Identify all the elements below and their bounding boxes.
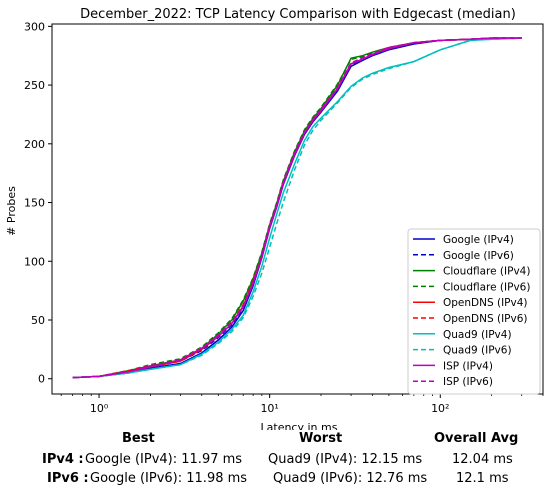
y-tick-label: 150 <box>24 197 45 210</box>
legend-label-cloudflare-ipv4: Cloudflare (IPv4) <box>443 266 530 278</box>
legend-label-isp-ipv6: ISP (IPv6) <box>443 376 493 388</box>
summary-table: Best Worst Overall Avg IPv4 : Google (IP… <box>0 430 555 496</box>
series-line-isp-ipv6 <box>72 37 522 379</box>
legend-label-google-ipv6: Google (IPv6) <box>443 250 514 262</box>
legend-label-opendns-ipv4: OpenDNS (IPv4) <box>443 297 528 309</box>
y-tick-label: 100 <box>24 255 45 268</box>
summary-row-ipv6-label: IPv6 : <box>47 471 89 486</box>
y-tick-label: 250 <box>24 79 45 92</box>
legend-label-isp-ipv4: ISP (IPv4) <box>443 360 493 372</box>
axes-layer: 0 50 100 150 200 250 300 10⁰ 10¹ 10² <box>24 20 544 415</box>
legend-label-google-ipv4: Google (IPv4) <box>443 234 514 246</box>
latency-chart: December_2022: TCP Latency Comparison wi… <box>5 7 544 430</box>
series-line-quad9-ipv6 <box>72 37 522 379</box>
summary-row-ipv6-best: Google (IPv6): 11.98 ms <box>90 471 248 486</box>
chart-title: December_2022: TCP Latency Comparison wi… <box>80 7 516 22</box>
legend-label-quad9-ipv4: Quad9 (IPv4) <box>443 329 512 341</box>
summary-row-ipv6-worst: Quad9 (IPv6): 12.76 ms <box>273 471 428 486</box>
x-axis-label: Latency in ms <box>261 421 338 430</box>
legend-label-opendns-ipv6: OpenDNS (IPv6) <box>443 313 528 325</box>
chart-legend: Google (IPv4) Google (IPv6) Cloudflare (IP… <box>407 228 541 395</box>
legend-box <box>407 228 541 395</box>
summary-row-ipv6-avg: 12.1 ms <box>456 471 509 486</box>
summary-row-ipv4-label: IPv4 : <box>42 452 84 467</box>
x-tick-label: 10⁰ <box>90 402 109 415</box>
summary-row-ipv4-avg: 12.04 ms <box>452 452 513 467</box>
summary-header-best: Best <box>122 431 155 446</box>
x-tick-label: 10² <box>431 402 449 415</box>
summary-header-avg: Overall Avg <box>434 431 519 446</box>
summary-header-worst: Worst <box>299 431 343 446</box>
y-tick-label: 0 <box>38 373 45 386</box>
summary-row-ipv4-worst: Quad9 (IPv4): 12.15 ms <box>268 452 423 467</box>
y-axis-label: # Probes <box>5 186 18 236</box>
y-tick-label: 50 <box>31 314 45 327</box>
series-layer <box>72 37 522 379</box>
x-tick-label: 10¹ <box>260 402 278 415</box>
legend-label-quad9-ipv6: Quad9 (IPv6) <box>443 345 512 357</box>
plot-frame <box>51 23 544 395</box>
legend-label-cloudflare-ipv6: Cloudflare (IPv6) <box>443 281 530 293</box>
y-tick-label: 300 <box>24 20 45 33</box>
y-tick-label: 200 <box>24 138 45 151</box>
summary-row-ipv4-best: Google (IPv4): 11.97 ms <box>85 452 243 467</box>
